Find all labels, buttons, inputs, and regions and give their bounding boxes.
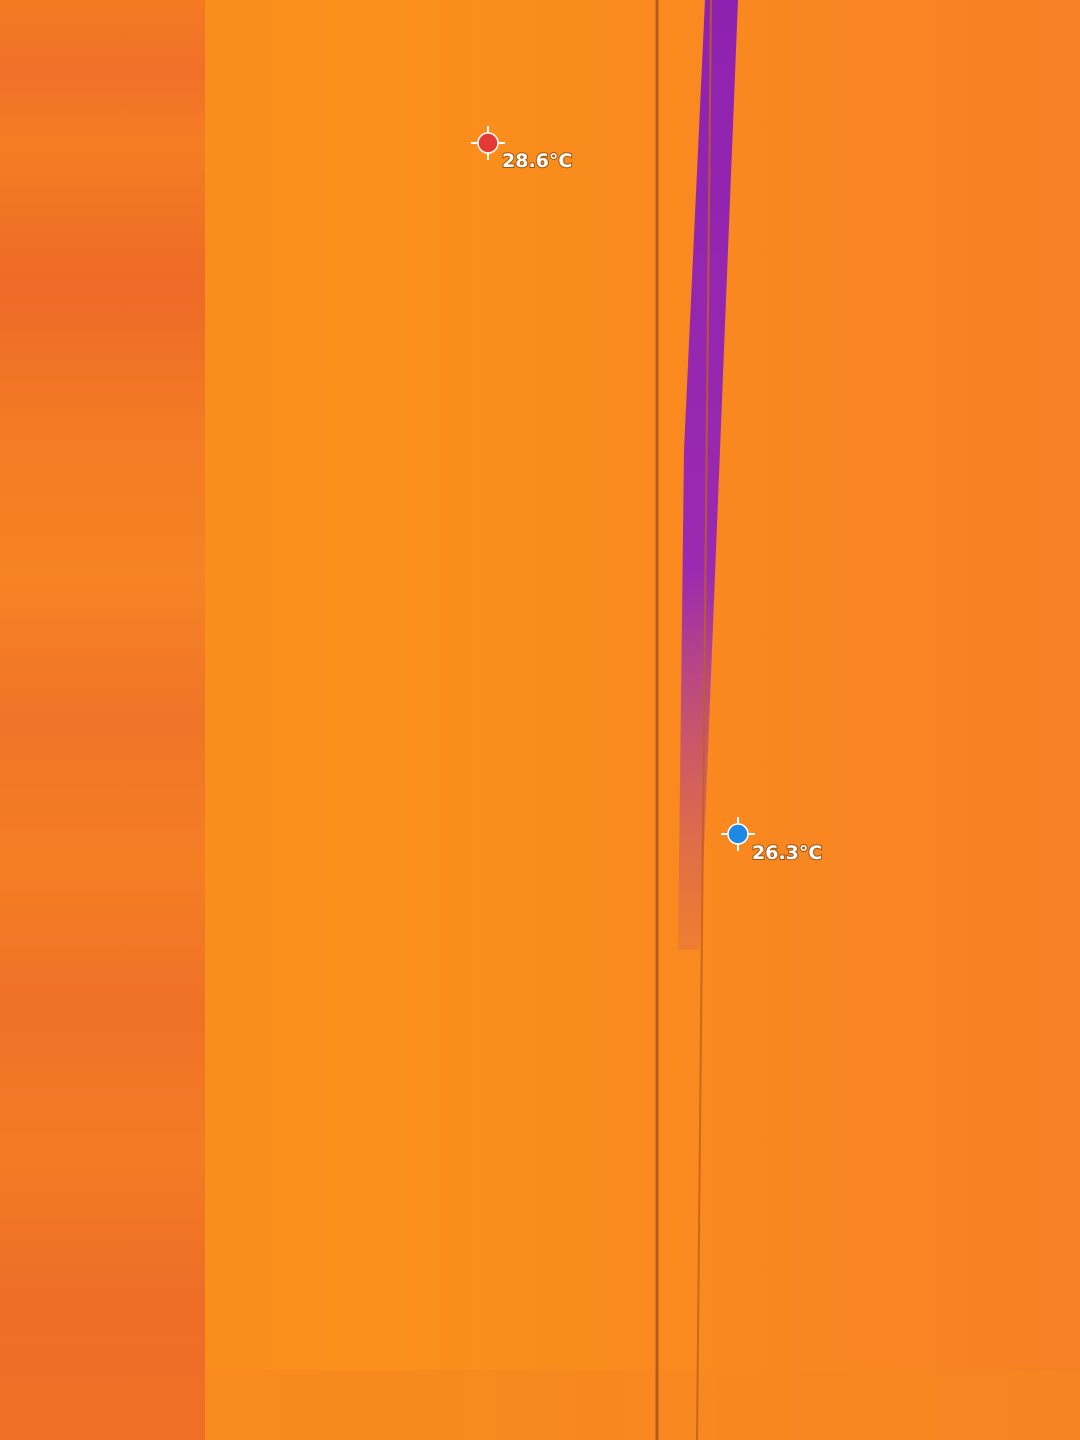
marker: 28.6°C <box>471 126 573 173</box>
edge-strip <box>0 0 205 1440</box>
temperature-label: 26.3°C <box>752 842 822 864</box>
frame-edge <box>696 0 712 1440</box>
cold-stripe <box>678 0 738 950</box>
bottom-band <box>205 1370 1080 1440</box>
marker: 26.3°C <box>721 817 823 865</box>
temperature-label: 28.6°C <box>502 150 572 172</box>
